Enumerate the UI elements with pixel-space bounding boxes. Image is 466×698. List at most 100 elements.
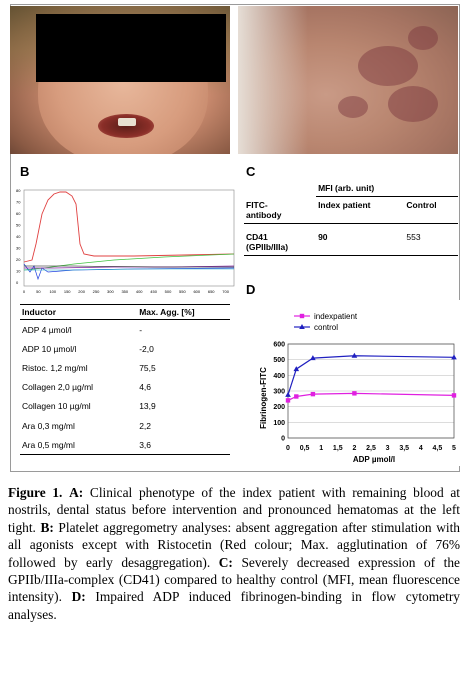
caption-d-label: D: xyxy=(71,589,86,605)
b-y-tick: 60 xyxy=(16,211,21,216)
b-x-tick: 400 xyxy=(136,289,143,294)
inductor-cell: Collagen 10 µg/ml xyxy=(22,401,91,412)
table-row: ADP 4 µmol/l - xyxy=(20,320,230,340)
b-x-tick: 300 xyxy=(107,289,114,294)
caption-b-text: Platelet aggregometry analyses: absent a… xyxy=(8,519,460,570)
photo-face xyxy=(10,6,230,154)
trace-purple xyxy=(24,265,235,269)
inductor-cell: Collagen 2,0 µg/ml xyxy=(22,382,94,393)
data-point-indexpatient xyxy=(310,391,316,397)
b-x-tick: 700 xyxy=(222,289,229,294)
y-tick-label: 500 xyxy=(273,357,285,364)
x-tick-label: 4 xyxy=(419,445,423,452)
x-tick-label: 5 xyxy=(452,445,456,452)
col-index-patient: Index patient xyxy=(318,200,371,210)
x-tick-label: 0 xyxy=(286,445,290,452)
inductor-cell: Ara 0,5 mg/ml xyxy=(22,439,75,450)
trace-cyan xyxy=(24,268,234,271)
caption-c-text: Severely decreased expression of the GPI… xyxy=(8,554,460,605)
col-max-agg: Max. Agg. [%] xyxy=(137,304,230,320)
max-agg-cell: 3,6 xyxy=(139,439,152,450)
caption-d-text: Impaired ADP induced fibrinogen-binding … xyxy=(8,589,460,622)
b-x-tick: 0 xyxy=(23,289,26,294)
panel-label-d: D xyxy=(246,282,256,297)
x-tick-label: 4,5 xyxy=(433,445,443,452)
b-x-tick: 350 xyxy=(121,289,128,294)
y-tick-label: 400 xyxy=(273,373,285,380)
legend-marker xyxy=(299,324,305,329)
caption-a-label: A: xyxy=(69,485,84,500)
photo-leg-hematoma xyxy=(238,6,458,154)
b-y-tick: 0 xyxy=(16,280,19,285)
plot-area xyxy=(287,343,455,439)
y-tick-label: 300 xyxy=(273,389,285,396)
col-antibody: antibody xyxy=(246,209,282,220)
x-tick-label: 3 xyxy=(386,445,390,452)
fibrinogen-chart: 0 100 200 300 400 500 600 0 0,5 1 1,5 2 2,5 3 3,5 4 4,5 5… xyxy=(244,300,460,466)
b-y-tick: 30 xyxy=(16,246,21,251)
legend-marker xyxy=(299,313,305,319)
caption-a-text: Clinical phenotype of the index patient … xyxy=(8,485,460,535)
b-y-tick: 20 xyxy=(16,257,21,262)
b-x-tick: 500 xyxy=(165,289,172,294)
table-row: ADP 10 µmol/l -2,0 xyxy=(20,339,230,358)
table-row: Collagen 10 µg/ml 13,9 xyxy=(20,397,230,416)
trace-ristocetin xyxy=(23,191,235,263)
x-axis-label: ADP µmol/l xyxy=(353,455,395,464)
col-inductor: Inductor xyxy=(20,304,138,320)
panel-label-b: B xyxy=(20,164,30,179)
b-y-tick: 10 xyxy=(16,269,21,274)
b-x-tick: 100 xyxy=(49,289,56,294)
value-index-patient: 90 xyxy=(318,231,328,242)
max-agg-cell: 75,5 xyxy=(139,362,156,373)
x-tick-label: 2,5 xyxy=(366,445,376,452)
b-x-tick: 600 xyxy=(193,289,200,294)
caption-c-label: C: xyxy=(218,554,233,570)
data-point-control xyxy=(451,354,457,360)
max-agg-cell: 13,9 xyxy=(139,401,156,412)
col-fitc: FITC- xyxy=(246,199,268,210)
b-y-tick: 40 xyxy=(16,234,21,239)
mfi-table: MFI (arb. unit) FITC-antibody Index pati… xyxy=(244,180,458,256)
col-control: Control xyxy=(406,200,437,210)
table-row: Ara 0,3 mg/ml 2,2 xyxy=(20,416,230,435)
data-point-indexpatient xyxy=(451,393,457,398)
censor-bar xyxy=(36,14,226,82)
y-tick-label: 200 xyxy=(273,404,285,411)
inductor-cell: Ristoc. 1,2 mg/ml xyxy=(22,362,88,373)
table-row: Ristoc. 1,2 mg/ml 75,5 xyxy=(20,358,230,377)
inductor-cell: Ara 0,3 mg/ml xyxy=(22,420,75,431)
row-cd41: CD41 xyxy=(246,231,268,242)
caption-figure-label: Figure 1. xyxy=(8,485,63,500)
x-tick-label: 1,5 xyxy=(333,445,343,452)
max-agg-cell: - xyxy=(139,324,143,335)
data-point-indexpatient xyxy=(294,394,299,399)
panel-label-c: C xyxy=(246,164,256,179)
data-point-control xyxy=(285,391,291,397)
row-gpiib: (GPIIb/IIIa) xyxy=(246,241,289,252)
x-tick-label: 2 xyxy=(352,445,356,452)
table-row: Collagen 2,0 µg/ml 4,6 xyxy=(20,378,230,397)
max-agg-cell: -2,0 xyxy=(139,343,154,354)
y-axis-label: Fibrinogen-FITC xyxy=(259,367,268,429)
data-point-control xyxy=(351,352,358,358)
table-row: Ara 0,5 mg/ml 3,6 xyxy=(20,435,230,455)
data-point-control xyxy=(293,366,300,372)
value-control: 553 xyxy=(406,231,421,242)
legend-label: control xyxy=(314,323,338,332)
trace-black xyxy=(24,265,234,268)
b-x-tick: 250 xyxy=(93,289,100,294)
max-agg-cell: 4,6 xyxy=(139,382,152,393)
legend-label: indexpatient xyxy=(314,312,358,321)
b-x-tick: 50 xyxy=(36,289,41,294)
y-tick-label: 0 xyxy=(281,436,285,443)
agonist-table: Inductor Max. Agg. [%] ADP 4 µmol/l - ADP … xyxy=(20,304,230,455)
inductor-cell: ADP 10 µmol/l xyxy=(22,343,77,354)
x-tick-label: 3,5 xyxy=(399,445,409,452)
x-tick-label: 1 xyxy=(319,445,323,452)
caption-b-label: B: xyxy=(40,519,54,535)
b-x-tick: 200 xyxy=(78,289,85,294)
b-x-tick: 650 xyxy=(208,289,215,294)
inductor-cell: ADP 4 µmol/l xyxy=(22,324,72,335)
